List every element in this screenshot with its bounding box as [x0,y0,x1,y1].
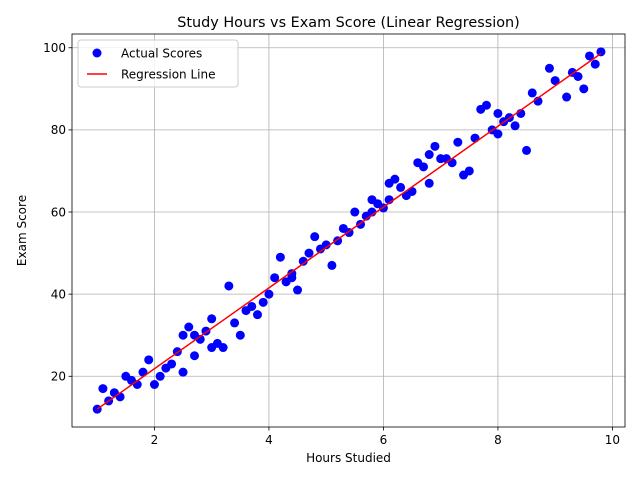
y-tick-label: 40 [51,287,66,301]
scatter-point [304,248,314,258]
scatter-point [424,178,434,188]
scatter-point [184,322,194,332]
scatter-point [424,150,434,160]
scatter-point [149,379,159,389]
regression-line [96,52,602,410]
y-axis-label: Exam Score [15,195,29,266]
legend: Actual Scores Regression Line [77,39,239,88]
scatter-point [510,121,520,131]
scatter-point [481,100,491,110]
y-tick-label: 60 [51,205,66,219]
scatter-point [327,260,337,270]
scatter-point [596,47,606,57]
scatter-point [144,355,154,365]
y-tick-label: 20 [51,370,66,384]
scatter-point [298,256,308,266]
scatter-point [590,59,600,69]
axes-frame [71,33,626,428]
scatter-point [573,72,583,82]
scatter-point [224,281,234,291]
scatter-point [270,273,280,283]
scatter-point [350,207,360,217]
scatter-point [493,108,503,118]
x-tick-label: 4 [265,433,273,447]
scatter-point [98,384,108,394]
scatter-point [562,92,572,102]
scatter-point [155,371,165,381]
plot-area [92,47,606,414]
scatter-point [430,141,440,151]
y-tick-label: 100 [43,41,66,55]
scatter-point [453,137,463,147]
scatter-point [258,297,268,307]
scatter-point [544,63,554,73]
scatter-point [396,182,406,192]
legend-label-actual-scores: Actual Scores [121,47,202,61]
ticks: 2 4 6 8 10 20 40 60 80 100 [43,41,620,447]
scatter-point [190,351,200,361]
scatter-point [321,240,331,250]
scatter-point [418,162,428,172]
scatter-point [527,88,537,98]
x-tick-label: 10 [605,433,620,447]
legend-label-regression-line: Regression Line [121,68,215,82]
scatter-point [252,310,262,320]
x-axis-label: Hours Studied [306,451,391,465]
scatter-point [293,285,303,295]
legend-marker-actual-scores [92,48,102,58]
grid [72,34,625,427]
legend-box [77,39,239,88]
scatter-point [287,269,297,279]
x-tick-label: 2 [151,433,159,447]
scatter-point [585,51,595,61]
scatter-point [230,318,240,328]
scatter-point [178,330,188,340]
scatter-point [493,129,503,139]
scatter-point [310,232,320,242]
scatter-point [167,359,177,369]
scatter-point [579,84,589,94]
scatter-point [218,343,228,353]
x-tick-label: 8 [494,433,502,447]
scatter-point [550,76,560,86]
scatter-point [235,330,245,340]
scatter-point [390,174,400,184]
y-tick-label: 80 [51,123,66,137]
scatter-point [447,158,457,168]
scatter-point [247,301,257,311]
scatter-point [207,314,217,324]
chart-title: Study Hours vs Exam Score (Linear Regres… [177,15,520,31]
scatter-point [264,289,274,299]
scatter-point [178,367,188,377]
x-tick-label: 6 [380,433,388,447]
scatter-point [464,166,474,176]
scatter-point [522,145,532,155]
scatter-point [275,252,285,262]
scatter-point [470,133,480,143]
